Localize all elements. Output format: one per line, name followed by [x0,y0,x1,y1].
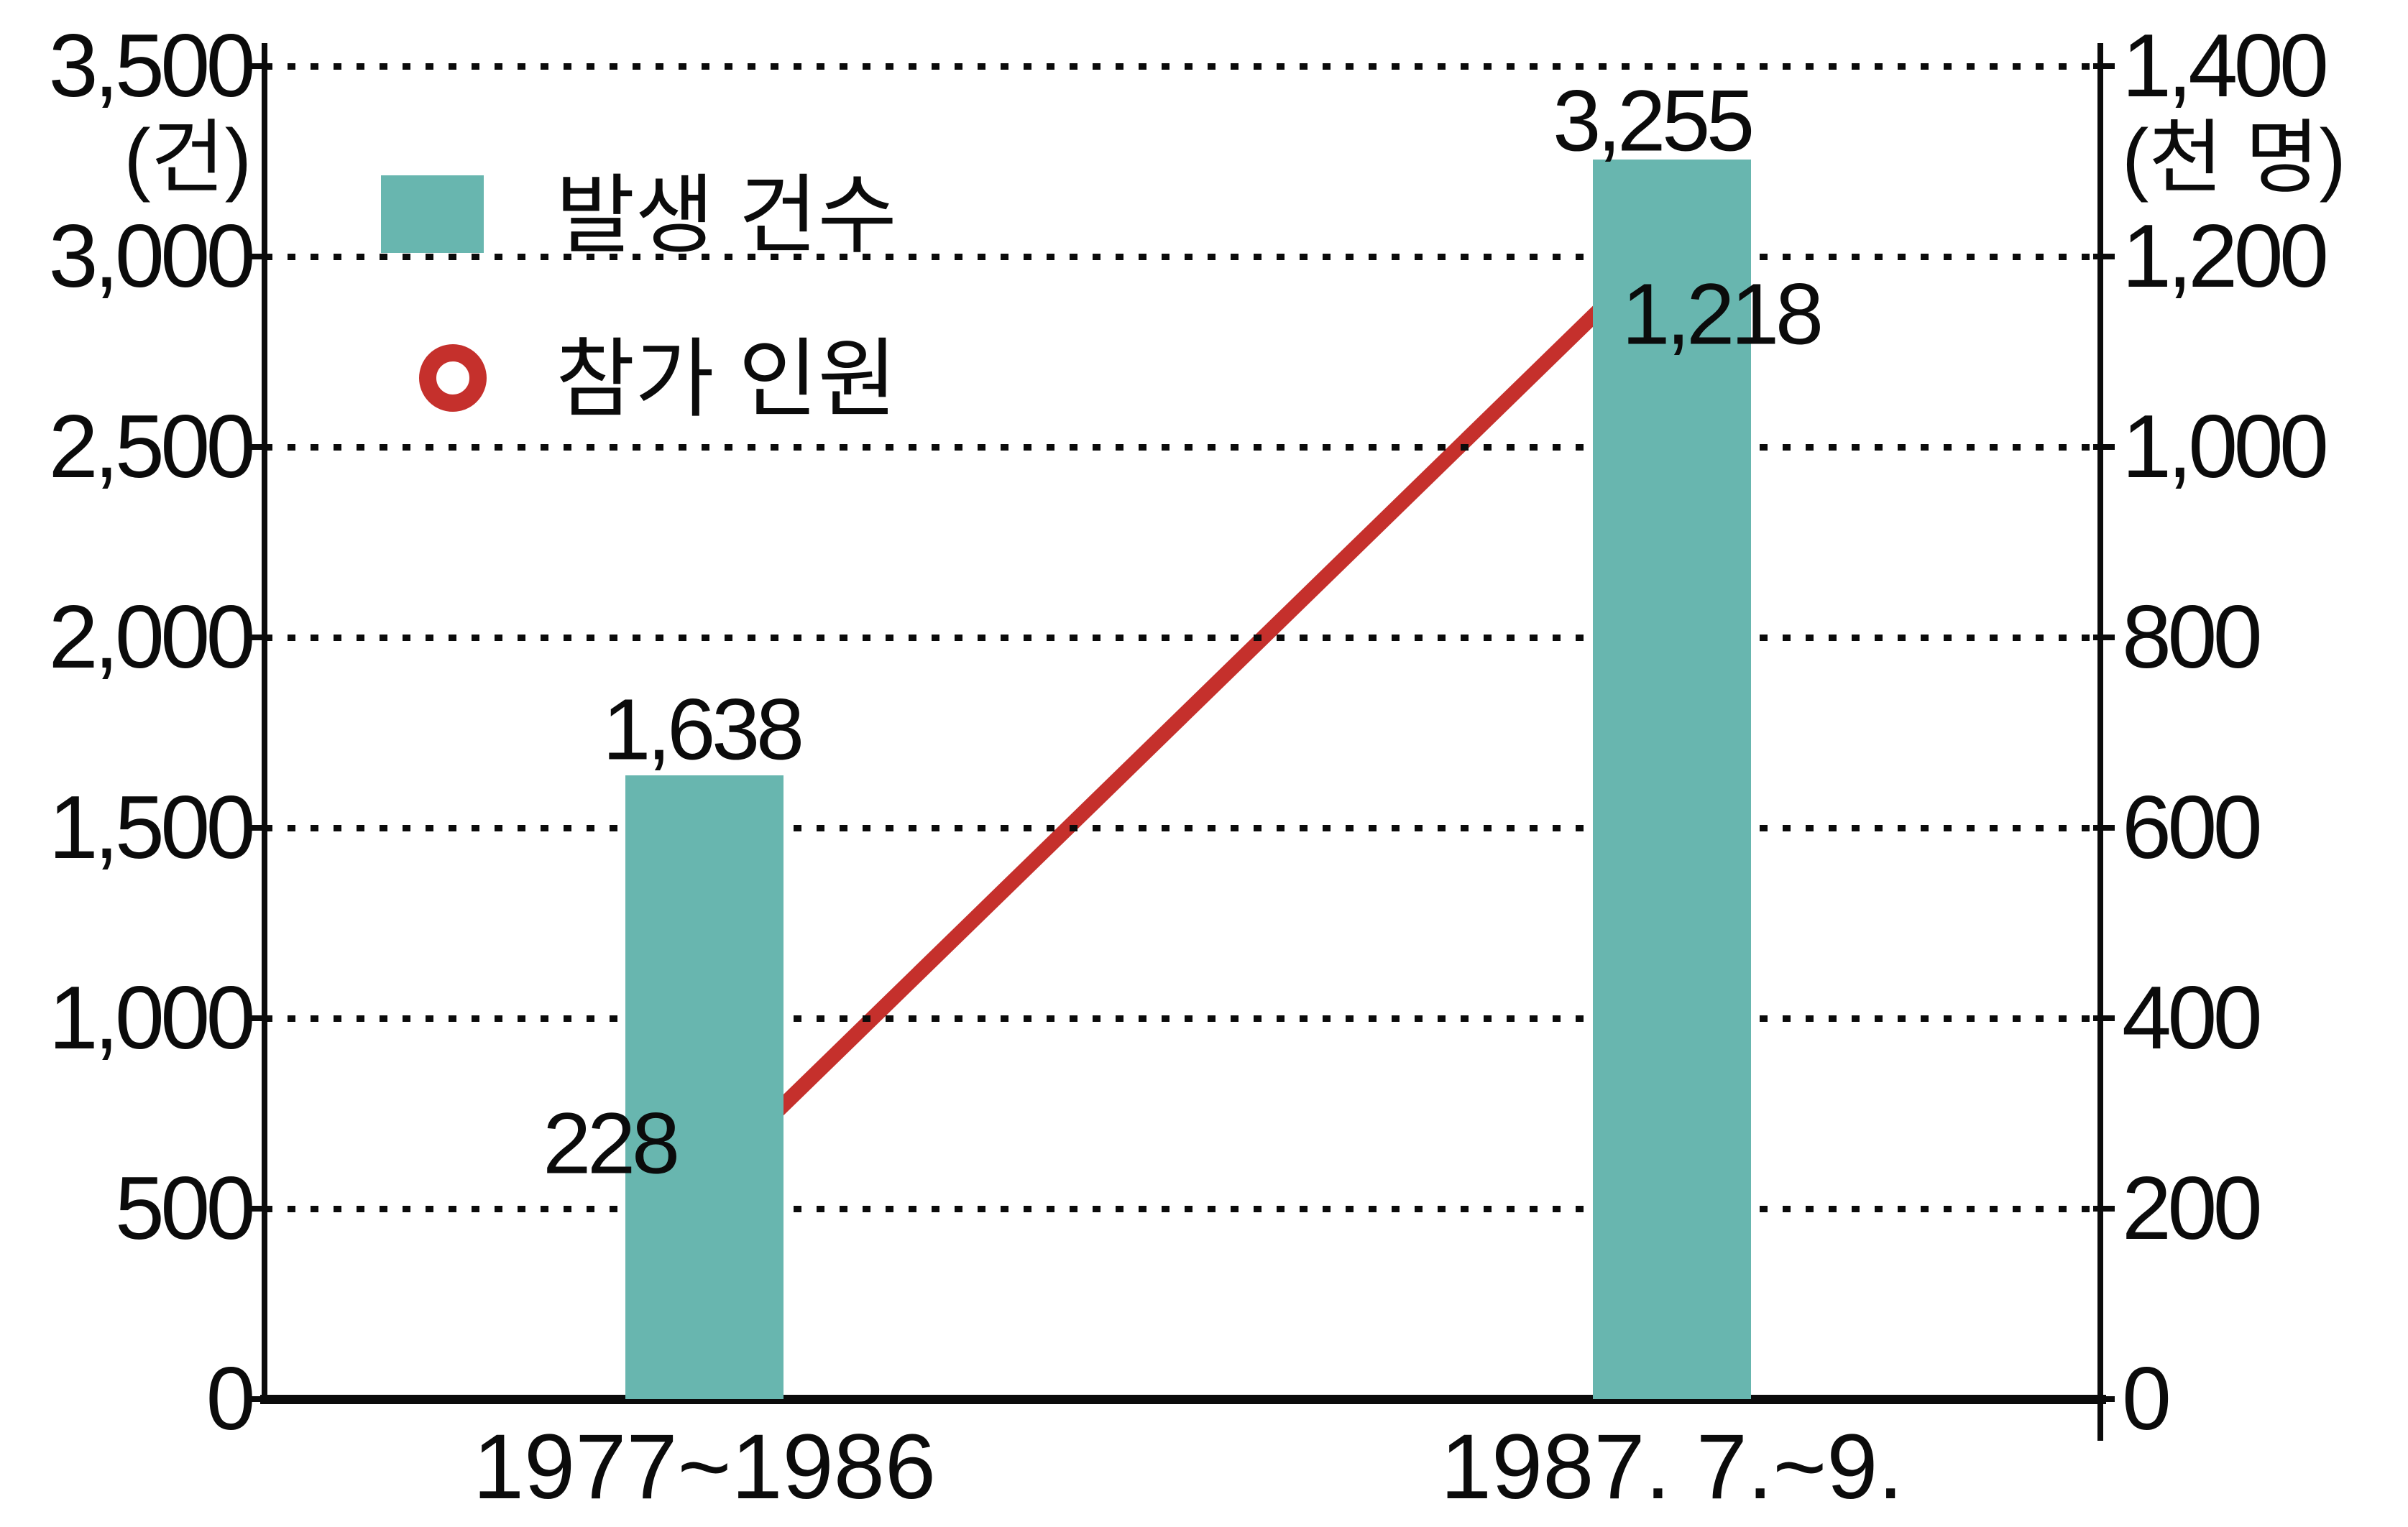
bar [1592,159,1751,1399]
right-axis-tick-label: 1,400 [2122,17,2329,116]
right-axis-tick-label: 0 [2122,1350,2172,1449]
left-axis-unit: (건) [124,113,252,203]
left-axis-tick [250,63,272,69]
left-axis-line [262,43,267,1403]
bar-value-label: 3,255 [1553,71,1755,170]
right-axis-tick [2093,254,2115,259]
line-value-label: 228 [543,1094,680,1192]
right-axis-tick [2093,63,2115,69]
left-axis-tick [250,825,272,831]
line-series [699,234,1678,1188]
gridline [265,635,2100,641]
right-axis-tick [2093,1015,2115,1021]
gridline [265,1015,2100,1022]
right-axis-unit: (천 명) [2122,113,2346,203]
gridline [265,825,2100,831]
left-axis-tick-label: 0 [206,1350,256,1449]
right-axis-tick [2093,635,2115,640]
x-axis-line [260,1395,2106,1404]
category-label: 1977~1986 [472,1416,937,1518]
left-axis-tick [250,1015,272,1021]
left-axis-tick-label: 3,000 [48,207,256,306]
gridline [265,63,2100,70]
left-axis-tick [250,635,272,640]
legend-line-marker-icon [419,344,487,412]
right-axis-tick [2093,444,2115,450]
right-axis-line [2097,43,2103,1441]
bar [625,775,783,1399]
right-axis-tick-label: 1,200 [2122,207,2329,306]
left-axis-tick [250,1206,272,1212]
line-value-label: 1,218 [1622,264,1824,363]
right-axis-tick [2093,1206,2115,1212]
right-axis-tick-label: 400 [2122,969,2263,1068]
legend-bar-label: 발생 건수 [556,167,897,264]
bar-value-label: 1,638 [602,680,804,778]
left-axis-tick [250,254,272,259]
gridline [265,444,2100,451]
right-axis-tick-label: 200 [2122,1159,2263,1258]
left-axis-tick-label: 3,500 [48,17,256,116]
left-axis-tick-label: 1,500 [48,778,256,877]
left-axis-tick-label: 2,500 [48,397,256,497]
right-axis-tick-label: 800 [2122,588,2263,687]
gridline [265,1206,2100,1212]
left-axis-tick [250,444,272,450]
legend-line-label: 참가 인원 [556,331,897,428]
legend-bar-swatch [381,175,484,253]
right-axis-tick-label: 1,000 [2122,397,2329,497]
right-axis-tick [2093,825,2115,831]
right-axis-tick-label: 600 [2122,778,2263,877]
left-axis-tick-label: 500 [114,1159,256,1258]
gridline [265,254,2100,260]
left-axis-tick-label: 1,000 [48,969,256,1068]
left-axis-tick-label: 2,000 [48,588,256,687]
category-label: 1987. 7.~9. [1440,1416,1903,1518]
